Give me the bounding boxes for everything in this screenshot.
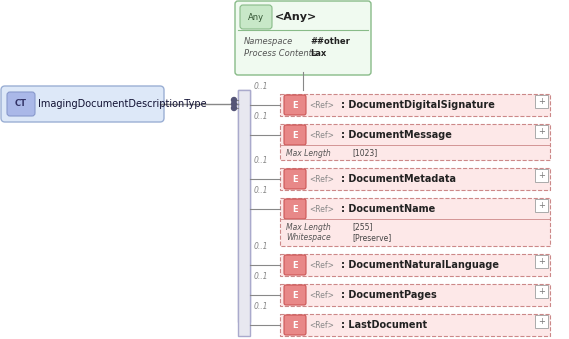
Text: : DocumentDigitalSignature: : DocumentDigitalSignature (341, 100, 495, 110)
Text: 0..1: 0..1 (254, 186, 269, 195)
Text: 0..1: 0..1 (254, 242, 269, 251)
Text: CT: CT (15, 100, 27, 108)
Text: +: + (538, 127, 545, 136)
FancyBboxPatch shape (284, 125, 306, 145)
Text: [Preserve]: [Preserve] (352, 234, 391, 242)
Text: : LastDocument: : LastDocument (341, 320, 427, 330)
Bar (238, 90, 250, 336)
Text: <Ref>: <Ref> (309, 320, 334, 330)
Text: <Ref>: <Ref> (309, 100, 334, 109)
Text: E: E (292, 175, 298, 183)
Text: 0..1: 0..1 (254, 112, 269, 121)
Bar (535, 95, 548, 108)
Bar (238, 90, 250, 322)
Text: : DocumentMetadata: : DocumentMetadata (341, 174, 456, 184)
Bar (280, 198, 550, 246)
Text: Any: Any (248, 13, 264, 21)
Text: Max Length: Max Length (286, 148, 331, 158)
Text: +: + (538, 171, 545, 180)
Text: +: + (538, 287, 545, 296)
Bar (535, 255, 548, 268)
FancyBboxPatch shape (1, 86, 164, 122)
Bar (280, 254, 550, 276)
Text: E: E (292, 260, 298, 270)
Bar (535, 315, 548, 328)
Bar (535, 169, 548, 182)
Bar (535, 125, 548, 138)
Text: : DocumentName: : DocumentName (341, 204, 435, 214)
Bar (535, 199, 548, 212)
Text: <Ref>: <Ref> (309, 260, 334, 270)
FancyBboxPatch shape (284, 285, 306, 305)
Text: ##other: ##other (310, 37, 350, 45)
Text: <Ref>: <Ref> (309, 131, 334, 140)
Bar (535, 285, 548, 298)
Text: +: + (538, 317, 545, 326)
Text: Process Contents: Process Contents (244, 48, 316, 58)
Text: +: + (538, 97, 545, 106)
Text: Lax: Lax (310, 48, 326, 58)
Text: [1023]: [1023] (352, 148, 377, 158)
Text: 0..1: 0..1 (254, 302, 269, 311)
Text: 0..1: 0..1 (254, 156, 269, 165)
Text: E: E (292, 131, 298, 140)
Text: <Ref>: <Ref> (309, 204, 334, 214)
Bar (280, 168, 550, 190)
Bar (280, 124, 550, 160)
Text: Max Length: Max Length (286, 222, 331, 232)
Text: Namespace: Namespace (244, 37, 293, 45)
Text: +: + (538, 257, 545, 266)
Text: : DocumentNaturalLanguage: : DocumentNaturalLanguage (341, 260, 499, 270)
FancyBboxPatch shape (284, 255, 306, 275)
Text: [255]: [255] (352, 222, 373, 232)
Text: <Any>: <Any> (275, 12, 318, 22)
Text: ImagingDocumentDescriptionType: ImagingDocumentDescriptionType (38, 99, 207, 109)
Text: E: E (292, 291, 298, 299)
FancyBboxPatch shape (240, 5, 272, 29)
Text: <Ref>: <Ref> (309, 175, 334, 183)
Text: : DocumentMessage: : DocumentMessage (341, 130, 452, 140)
Text: : DocumentPages: : DocumentPages (341, 290, 437, 300)
Bar (280, 94, 550, 116)
Circle shape (232, 105, 237, 111)
Text: Whitespace: Whitespace (286, 234, 331, 242)
Text: 0..1: 0..1 (254, 82, 269, 91)
Text: E: E (292, 320, 298, 330)
Bar (280, 284, 550, 306)
Text: <Ref>: <Ref> (309, 291, 334, 299)
FancyBboxPatch shape (284, 169, 306, 189)
FancyBboxPatch shape (7, 92, 35, 116)
Text: 0..1: 0..1 (254, 272, 269, 281)
FancyBboxPatch shape (284, 95, 306, 115)
Text: +: + (538, 201, 545, 210)
Text: E: E (292, 204, 298, 214)
Circle shape (232, 101, 237, 106)
Bar (280, 314, 550, 336)
FancyBboxPatch shape (235, 1, 371, 75)
Text: E: E (292, 100, 298, 109)
FancyBboxPatch shape (284, 315, 306, 335)
Circle shape (232, 98, 237, 102)
FancyBboxPatch shape (284, 199, 306, 219)
